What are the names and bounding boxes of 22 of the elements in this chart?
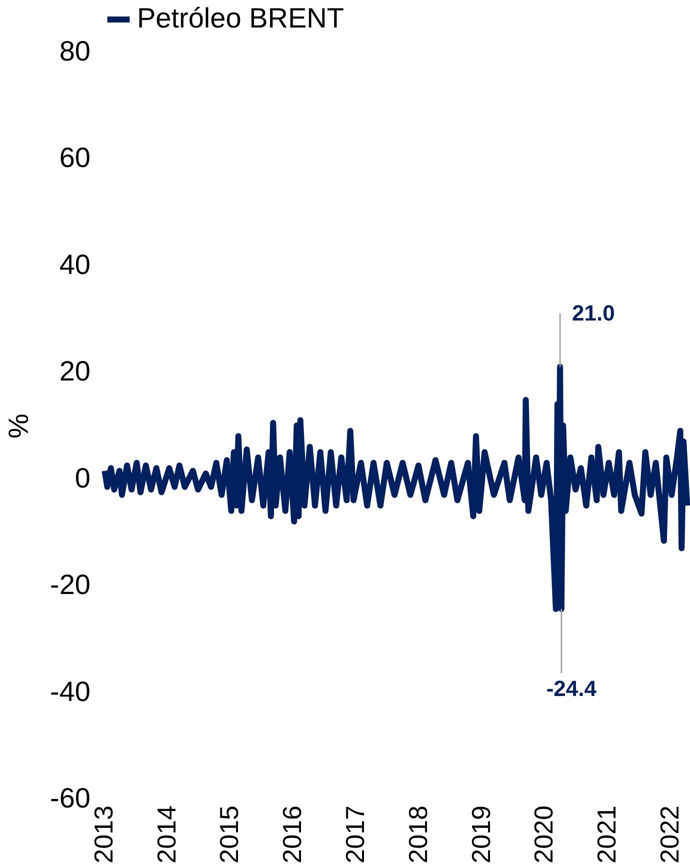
y-tick-label: 20 (59, 356, 90, 387)
y-tick-label: 80 (59, 36, 90, 66)
y-axis-title: % (3, 414, 34, 438)
y-tick-label: 60 (59, 142, 90, 174)
legend-label: Petróleo BRENT (137, 2, 344, 34)
x-tick-label: 2017 (340, 806, 370, 864)
x-tick-label: 2018 (402, 806, 433, 864)
x-tick-label: 2014 (151, 806, 182, 864)
x-tick-label: 2021 (592, 806, 622, 864)
x-tick-label: 2019 (466, 806, 496, 864)
x-tick-label: 2020 (528, 806, 559, 864)
x-tick-label: 2013 (88, 806, 118, 864)
y-tick-label: 40 (59, 248, 90, 280)
annotation: -24.4 (546, 676, 598, 702)
y-tick-label: -20 (50, 569, 90, 600)
x-tick-label: 2015 (214, 806, 244, 864)
y-tick-label: 0 (74, 462, 90, 494)
annotation: 21.0 (572, 300, 615, 326)
y-tick-label: -60 (50, 782, 90, 814)
x-tick-label: 2022 (654, 806, 685, 864)
x-tick-label: 2016 (277, 806, 308, 864)
y-tick-label: -40 (50, 676, 90, 707)
